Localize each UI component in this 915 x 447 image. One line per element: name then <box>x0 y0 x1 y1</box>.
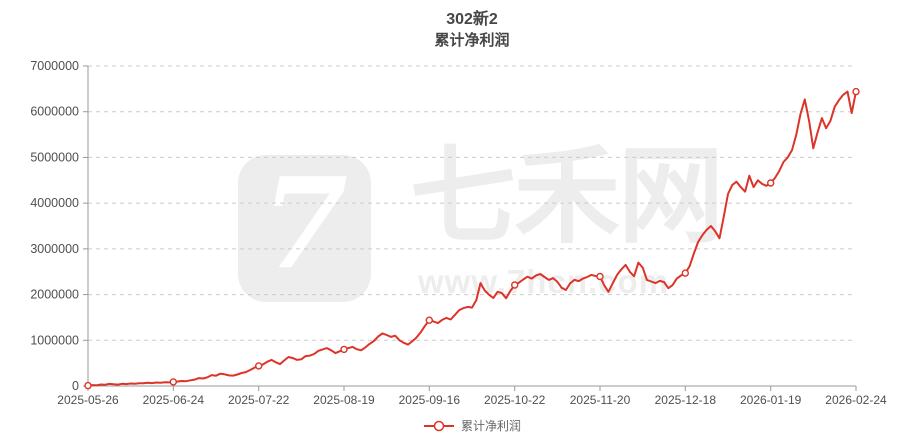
series-point-marker <box>767 179 775 187</box>
chart-title: 302新2 <box>446 11 498 28</box>
series-point-marker <box>340 345 348 354</box>
y-axis-label: 7000000 <box>30 59 79 73</box>
y-axis-label: 4000000 <box>30 196 79 210</box>
chart-subtitle: 累计净利润 <box>434 32 510 49</box>
x-axis-label: 2025-05-26 <box>57 393 119 407</box>
y-axis-label: 5000000 <box>30 150 79 164</box>
x-axis-label: 2026-02-24 <box>825 393 887 407</box>
chart-title-block: 302新2 累计净利润 <box>88 9 856 51</box>
x-axis-label: 2026-01-19 <box>740 393 802 407</box>
y-axis-label: 2000000 <box>30 288 79 302</box>
series-point-marker <box>852 87 860 96</box>
x-axis-label: 2025-08-19 <box>313 393 375 407</box>
series-point-marker <box>596 272 604 281</box>
x-axis-label: 2025-06-24 <box>143 393 205 407</box>
y-axis-label: 0 <box>72 379 79 393</box>
series-line[interactable] <box>87 90 857 387</box>
series-point-marker <box>425 316 433 324</box>
series-point-marker <box>681 269 689 277</box>
series-point-marker <box>511 281 519 289</box>
legend-item[interactable]: 累计净利润 <box>423 417 521 434</box>
y-axis-label: 6000000 <box>30 105 79 119</box>
x-axis-label: 2025-09-16 <box>399 393 461 407</box>
legend-marker-icon <box>423 420 454 431</box>
y-axis-label: 1000000 <box>30 333 79 347</box>
y-axis-label: 3000000 <box>30 242 79 256</box>
x-axis-label: 2025-10-22 <box>484 393 546 407</box>
series-point-marker <box>84 381 92 390</box>
legend-label: 累计净利润 <box>460 419 522 433</box>
series-point-marker <box>169 378 178 386</box>
series-point-marker <box>255 362 263 370</box>
x-axis-label: 2025-07-22 <box>228 393 290 407</box>
x-axis-label: 2025-11-20 <box>570 393 631 407</box>
x-axis-label: 2025-12-18 <box>655 393 717 407</box>
